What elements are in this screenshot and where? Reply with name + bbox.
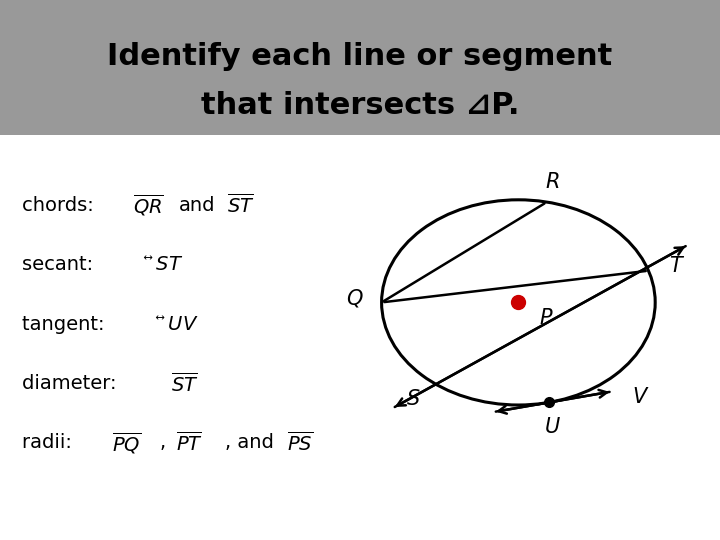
Text: radii:: radii: — [22, 433, 78, 453]
Text: , and: , and — [225, 433, 274, 453]
Text: $\overline{PT}$: $\overline{PT}$ — [176, 431, 203, 455]
Text: T: T — [670, 256, 683, 276]
Text: $\overleftrightarrow{ST}$: $\overleftrightarrow{ST}$ — [143, 255, 183, 274]
Text: and: and — [179, 195, 215, 215]
FancyBboxPatch shape — [0, 0, 720, 135]
Text: $\overline{PS}$: $\overline{PS}$ — [287, 431, 312, 455]
Text: V: V — [633, 387, 647, 407]
Text: $\overline{ST}$: $\overline{ST}$ — [227, 193, 254, 217]
Text: S: S — [408, 389, 420, 409]
Text: secant:: secant: — [22, 255, 99, 274]
Text: Identify each line or segment: Identify each line or segment — [107, 42, 613, 71]
Text: that intersects ⊿P.: that intersects ⊿P. — [201, 91, 519, 120]
Text: P: P — [539, 307, 552, 328]
Text: $\overline{QR}$: $\overline{QR}$ — [133, 192, 164, 218]
Text: $\overleftrightarrow{UV}$: $\overleftrightarrow{UV}$ — [155, 314, 199, 334]
Text: Q: Q — [346, 288, 362, 308]
Text: $\overline{PQ}$: $\overline{PQ}$ — [112, 430, 140, 456]
Text: U: U — [545, 417, 560, 437]
Text: ,: , — [160, 433, 166, 453]
Text: chords:: chords: — [22, 195, 99, 215]
Text: R: R — [545, 172, 560, 192]
Text: diameter:: diameter: — [22, 374, 122, 393]
Text: tangent:: tangent: — [22, 314, 110, 334]
Text: $\overline{ST}$: $\overline{ST}$ — [171, 372, 199, 395]
